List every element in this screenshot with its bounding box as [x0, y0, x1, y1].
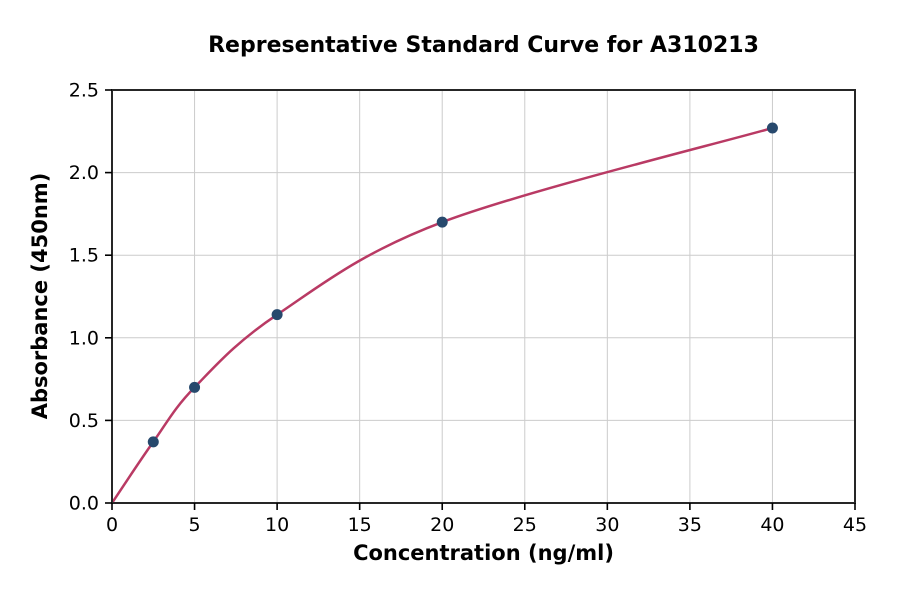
data-point-marker	[147, 436, 159, 448]
x-tick-label: 30	[595, 514, 619, 536]
x-tick-label: 20	[430, 514, 454, 536]
y-tick-label: 2.0	[69, 162, 99, 184]
x-tick-label: 0	[106, 514, 118, 536]
x-tick-label: 10	[265, 514, 289, 536]
x-tick-label: 5	[189, 514, 201, 536]
y-tick-label: 2.5	[69, 80, 99, 102]
x-tick-label: 15	[348, 514, 372, 536]
y-tick-label: 1.0	[69, 327, 99, 349]
data-point-marker	[189, 381, 201, 393]
y-axis-label: Absorbance (450nm)	[28, 172, 52, 420]
x-tick-label: 40	[760, 514, 784, 536]
x-tick-label: 35	[678, 514, 702, 536]
data-point-marker	[271, 309, 283, 321]
y-tick-label: 0.5	[69, 410, 99, 432]
data-point-marker	[766, 122, 778, 134]
plot-border	[111, 89, 856, 504]
x-tick-label: 45	[843, 514, 867, 536]
y-tick-label: 1.5	[69, 245, 99, 267]
x-axis-label: Concentration (ng/ml)	[353, 541, 614, 565]
y-tick-label: 0.0	[69, 493, 99, 515]
x-tick-label: 25	[513, 514, 537, 536]
data-point-marker	[436, 216, 448, 228]
chart-title: Representative Standard Curve for A31021…	[208, 33, 759, 58]
